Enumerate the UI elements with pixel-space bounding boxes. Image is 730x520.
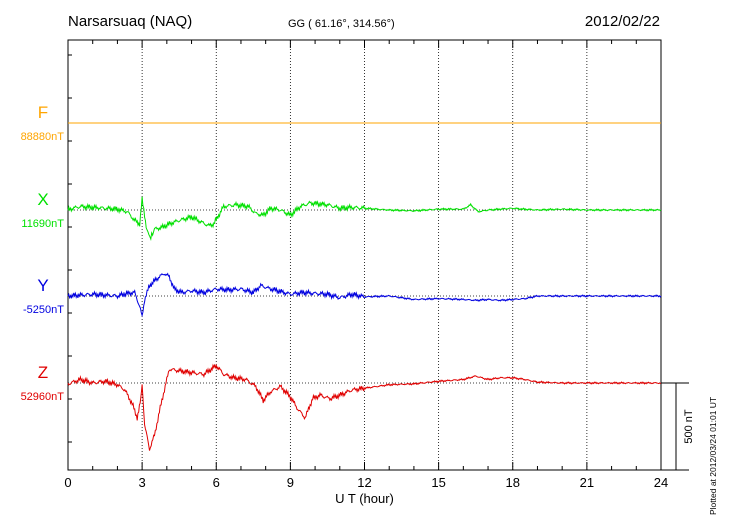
x-tick-label: 24: [654, 475, 668, 490]
chart-date: 2012/02/22: [584, 13, 660, 30]
x-axis-title: U T (hour): [335, 491, 394, 506]
x-tick-label: 12: [357, 475, 371, 490]
station-coordinates: GG ( 61.16°, 314.56°): [288, 18, 395, 30]
x-tick-label: 21: [580, 475, 594, 490]
x-tick-label: 3: [139, 475, 146, 490]
plotted-timestamp: Plotted at 2012/03/24 01:01 UT: [708, 396, 718, 515]
baseline-value-f: 88880nT: [21, 131, 65, 143]
series-line-y: [67, 272, 662, 318]
scale-bar-label: 500 nT: [683, 409, 695, 444]
x-tick-label: 9: [287, 475, 294, 490]
x-tick-label: 15: [431, 475, 445, 490]
series-line-x: [67, 196, 662, 241]
series-name-y: Y: [37, 276, 48, 295]
baseline-value-y: -5250nT: [23, 304, 64, 316]
series-name-x: X: [37, 190, 48, 209]
series-name-z: Z: [38, 363, 48, 382]
series-name-f: F: [38, 103, 48, 122]
baseline-value-x: 11690nT: [21, 218, 64, 230]
plot-frame: [67, 39, 662, 471]
series-line-z: [67, 363, 662, 451]
baseline-value-z: 52960nT: [21, 391, 65, 403]
x-tick-label: 0: [64, 475, 71, 490]
chart-title: Narsarsuaq (NAQ): [68, 13, 193, 30]
x-tick-label: 6: [213, 475, 220, 490]
x-tick-label: 18: [506, 475, 520, 490]
